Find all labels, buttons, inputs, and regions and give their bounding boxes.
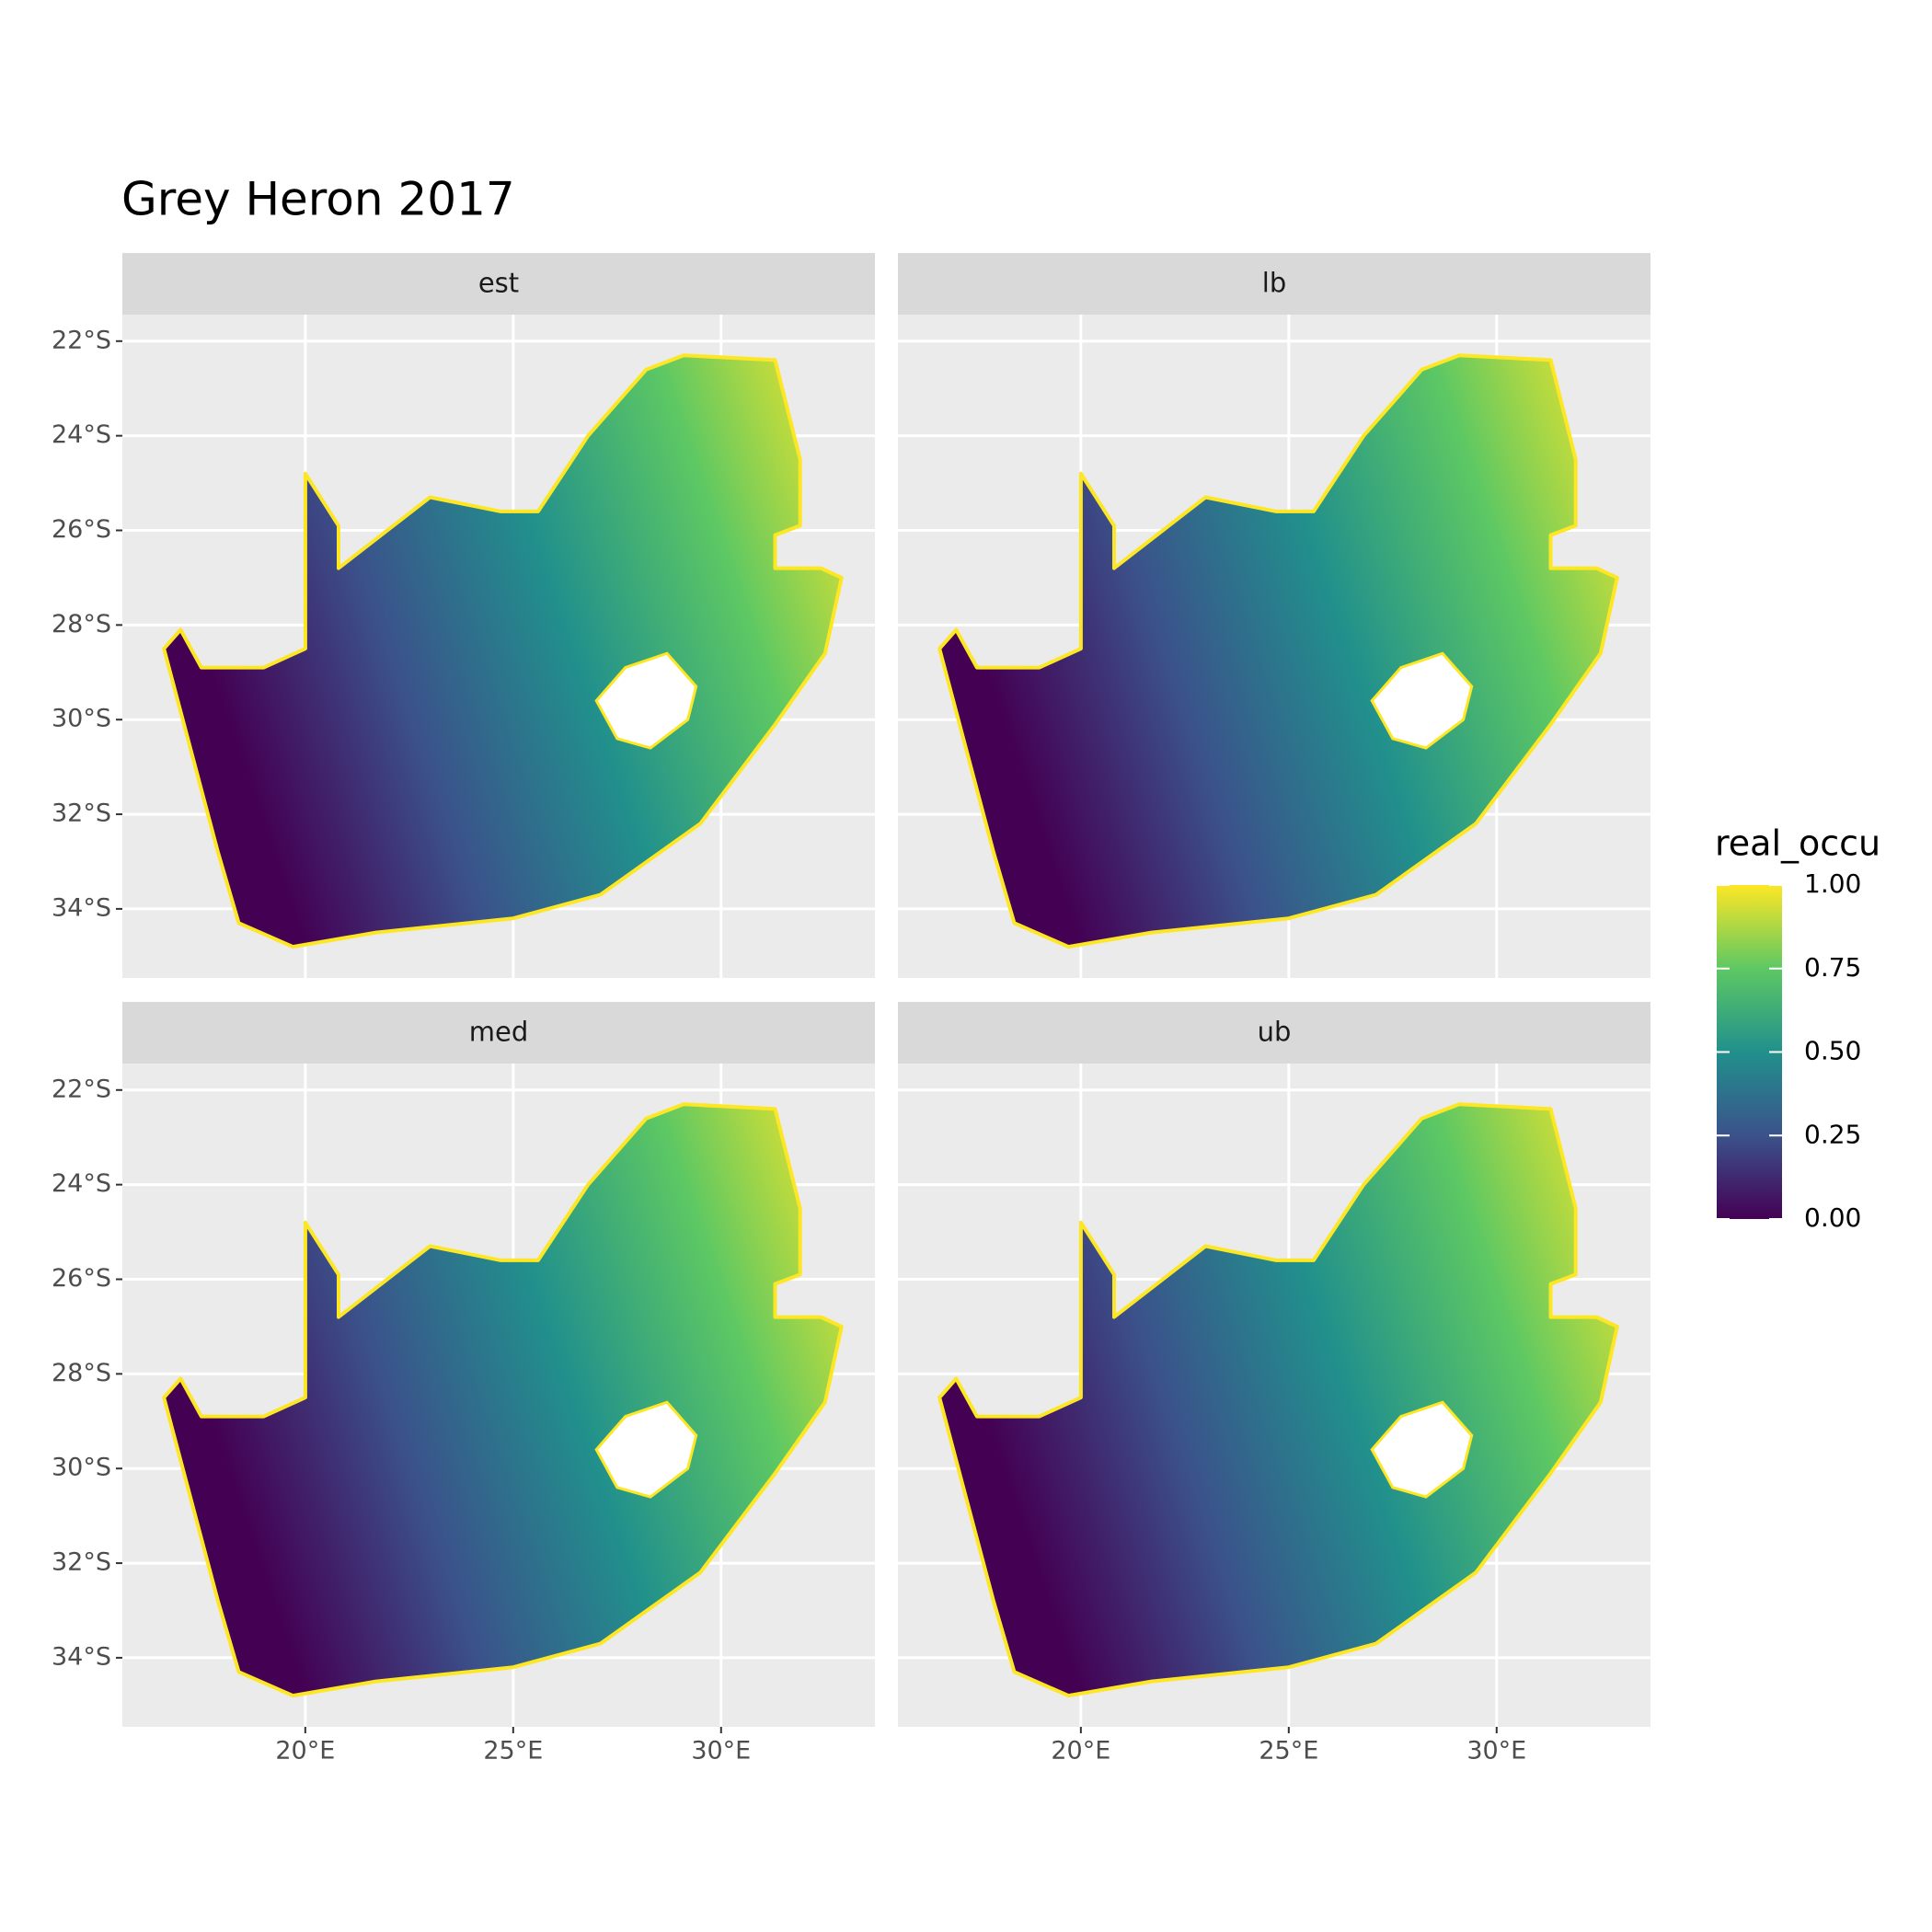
y-tick-label: 34°S	[52, 1642, 111, 1671]
strip	[898, 253, 1650, 315]
x-tick-label: 30°E	[1466, 1737, 1526, 1765]
y-tick-label: 26°S	[52, 515, 111, 544]
strip-label: med	[469, 1017, 529, 1048]
y-tick-label: 22°S	[52, 326, 111, 354]
legend-tick-label: 0.25	[1804, 1119, 1861, 1149]
y-tick-label: 30°S	[52, 1454, 111, 1482]
y-tick-label: 26°S	[52, 1264, 111, 1293]
x-tick-label: 30°E	[691, 1737, 751, 1765]
chart-title: Grey Heron 2017	[121, 173, 515, 226]
strip	[122, 253, 875, 315]
legend-tick-label: 0.50	[1804, 1036, 1861, 1066]
legend-tick-label: 1.00	[1804, 868, 1861, 899]
legend-title: real_occu	[1715, 823, 1880, 864]
y-tick-label: 30°S	[52, 705, 111, 733]
y-tick-label: 24°S	[52, 1169, 111, 1198]
y-tick-label: 32°S	[52, 1548, 111, 1577]
strip-label: est	[478, 268, 519, 299]
y-tick-label: 22°S	[52, 1075, 111, 1103]
map-hole	[594, 651, 698, 750]
x-tick-label: 20°E	[275, 1737, 335, 1765]
strip-label: ub	[1258, 1017, 1292, 1048]
map-hole	[594, 1400, 698, 1499]
y-tick-label: 32°S	[52, 799, 111, 828]
x-tick-label: 25°E	[483, 1737, 543, 1765]
legend-tick-label: 0.75	[1804, 952, 1861, 983]
map-region	[937, 1102, 1619, 1698]
map-region	[937, 353, 1619, 949]
legend-tick-label: 0.00	[1804, 1202, 1861, 1233]
x-tick-label: 25°E	[1259, 1737, 1318, 1765]
map-hole	[1370, 651, 1474, 750]
y-tick-label: 34°S	[52, 893, 111, 922]
strip	[122, 1002, 875, 1064]
map-region	[162, 1102, 844, 1698]
y-tick-label: 28°S	[52, 610, 111, 638]
y-tick-label: 28°S	[52, 1359, 111, 1387]
map-hole	[1370, 1400, 1474, 1499]
strip	[898, 1002, 1650, 1064]
y-tick-label: 24°S	[52, 420, 111, 449]
map-region	[162, 353, 844, 949]
strip-label: lb	[1262, 268, 1286, 299]
x-tick-label: 20°E	[1051, 1737, 1110, 1765]
